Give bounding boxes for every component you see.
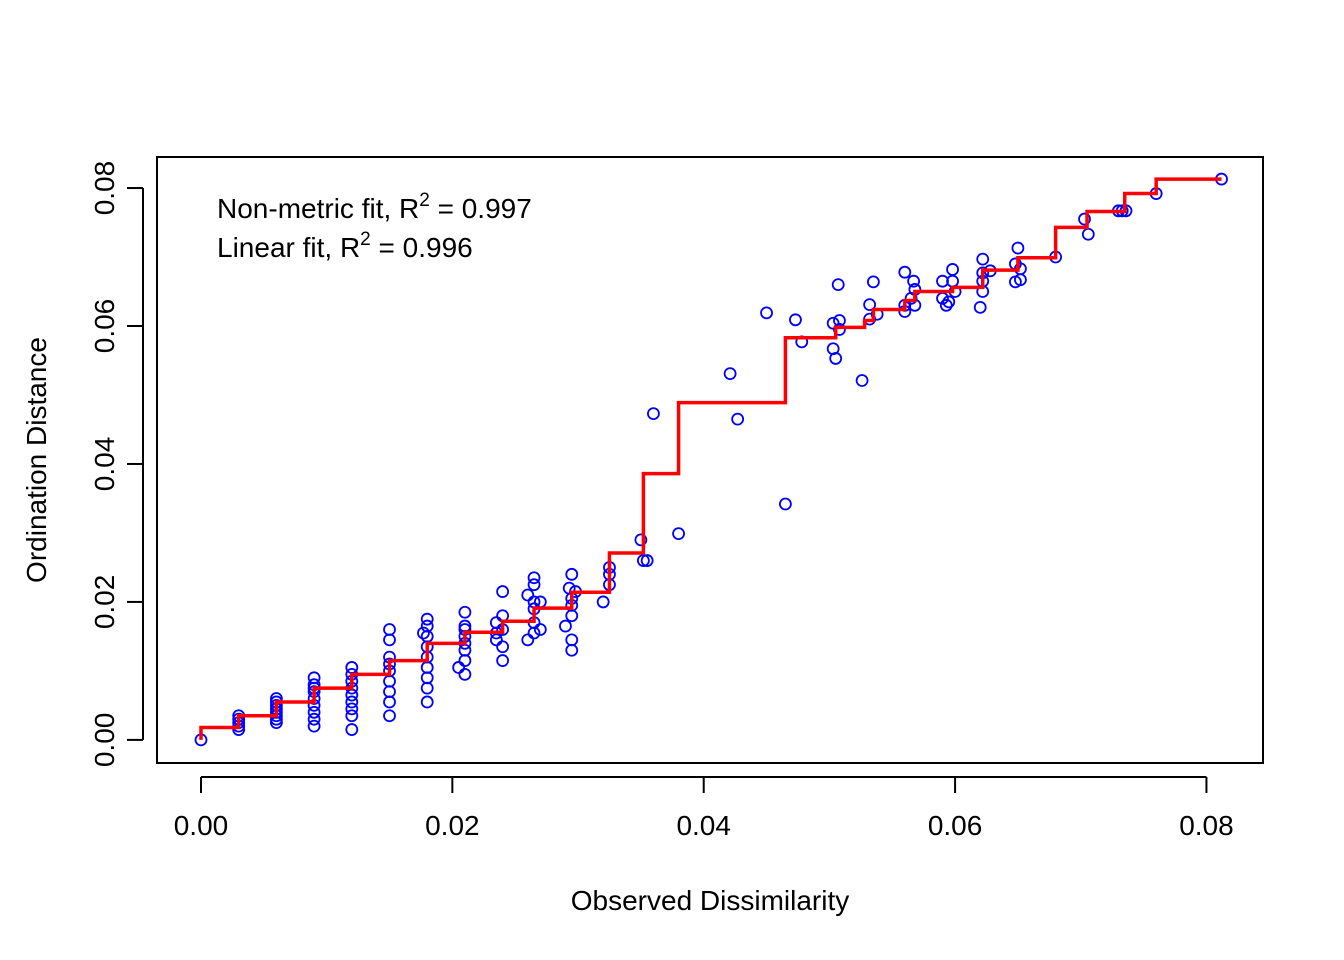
data-point xyxy=(307,671,321,685)
data-point xyxy=(672,527,685,541)
data-point xyxy=(936,274,949,288)
data-point xyxy=(640,554,654,567)
data-point xyxy=(898,265,912,279)
data-point xyxy=(307,705,321,719)
y-tick-label: 0.04 xyxy=(89,437,120,492)
data-point xyxy=(565,633,579,647)
data-point xyxy=(452,661,466,674)
data-point xyxy=(829,352,843,365)
axes-layer: 0.00 0.02 0.04 0.06 0.08 0.00 0.02 0.04 0.06 0.08 xyxy=(89,161,1234,841)
data-point xyxy=(420,612,434,626)
y-tick-label: 0.08 xyxy=(89,161,120,216)
data-point xyxy=(565,567,579,581)
data-point xyxy=(731,412,745,426)
data-point xyxy=(760,306,773,320)
data-point xyxy=(307,712,321,726)
data-point xyxy=(973,300,987,314)
data-point xyxy=(634,533,648,547)
x-tick-label: 0.04 xyxy=(676,810,731,841)
y-tick-label: 0.06 xyxy=(89,299,120,354)
data-point xyxy=(1078,212,1091,226)
data-point xyxy=(383,623,396,636)
data-point xyxy=(420,619,434,633)
x-tick-label: 0.06 xyxy=(928,810,983,841)
data-point xyxy=(533,623,547,636)
data-point xyxy=(383,709,396,723)
data-point xyxy=(345,702,359,716)
data-point xyxy=(723,367,737,381)
data-point xyxy=(458,605,472,619)
y-tick-label: 0.02 xyxy=(89,575,120,630)
data-point xyxy=(939,298,953,312)
y-axis-title: Ordination Distance xyxy=(21,337,52,583)
data-point xyxy=(417,626,430,640)
data-point xyxy=(458,667,472,681)
non-metric-fit-step-line xyxy=(199,177,1222,740)
data-point xyxy=(855,374,869,387)
points-layer xyxy=(194,172,1228,747)
data-point xyxy=(521,588,535,602)
data-point xyxy=(779,497,792,511)
data-point xyxy=(789,313,802,327)
data-point xyxy=(636,554,650,567)
data-point xyxy=(489,633,503,647)
annotation-linear-fit: Linear fit, R2 = 0.996 xyxy=(217,229,473,263)
data-point xyxy=(345,709,359,723)
data-point xyxy=(521,633,535,647)
data-point xyxy=(345,695,359,709)
data-point xyxy=(863,298,877,312)
data-point xyxy=(866,275,880,289)
x-tick-label: 0.00 xyxy=(174,810,229,841)
data-point xyxy=(976,252,990,266)
data-point xyxy=(907,274,921,288)
data-point xyxy=(596,595,610,609)
data-point xyxy=(527,578,541,592)
data-point xyxy=(942,295,956,309)
data-point xyxy=(307,719,321,733)
annotation-nonmetric-fit: Non-metric fit, R2 = 0.997 xyxy=(217,190,532,224)
x-tick-label: 0.08 xyxy=(1179,810,1234,841)
data-point xyxy=(420,695,434,709)
data-point xyxy=(496,585,510,598)
x-axis-title: Observed Dissimilarity xyxy=(571,885,850,916)
y-tick-label: 0.00 xyxy=(89,713,120,768)
data-point xyxy=(831,278,845,292)
x-tick-label: 0.02 xyxy=(425,810,480,841)
data-point xyxy=(345,723,359,736)
fit-line-layer xyxy=(199,177,1222,740)
data-point xyxy=(496,654,510,667)
data-point xyxy=(1011,241,1025,255)
data-point xyxy=(559,619,572,633)
plot-frame xyxy=(156,156,1264,764)
data-point xyxy=(647,407,660,421)
data-point xyxy=(496,640,510,654)
data-point xyxy=(527,571,541,585)
